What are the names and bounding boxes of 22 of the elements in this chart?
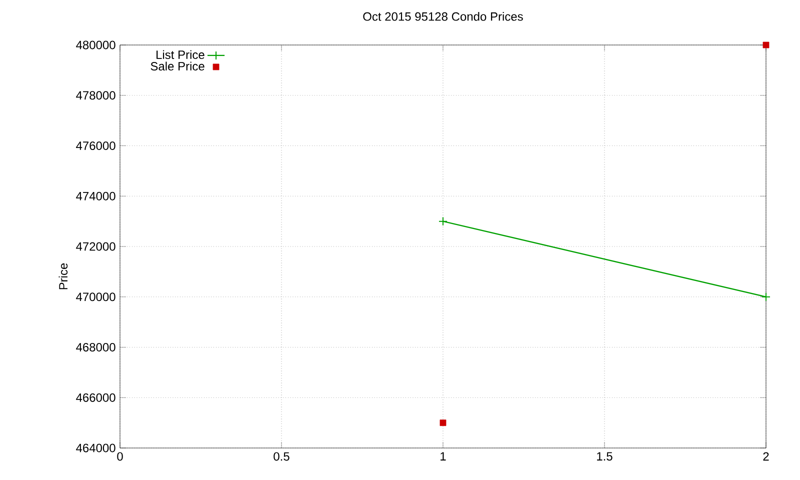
x-tick-label: 1.5 xyxy=(597,452,612,461)
legend-label: Sale Price xyxy=(150,62,204,70)
y-tick-label: 470000 xyxy=(76,292,116,302)
x-tick-label: 1 xyxy=(440,452,446,460)
chart-title: Oct 2015 95128 Condo Prices xyxy=(363,12,523,21)
legend-label: List Price xyxy=(156,50,204,60)
point xyxy=(762,42,770,48)
y-tick-label: 474000 xyxy=(76,192,116,200)
y-tick-label: 472000 xyxy=(76,242,116,251)
y-tick-label: 480000 xyxy=(76,40,116,50)
point xyxy=(438,216,448,226)
y-tick-label: 466000 xyxy=(76,393,116,402)
x-tick-label: 2 xyxy=(763,452,769,461)
x-tick-label: 0 xyxy=(117,452,123,461)
y-tick-label: 464000 xyxy=(76,444,116,452)
y-tick-label: 468000 xyxy=(76,343,116,352)
point xyxy=(762,292,771,302)
y-axis-title: Price xyxy=(58,263,68,290)
x-tick-label: 0.5 xyxy=(274,452,290,461)
y-tick-label: 478000 xyxy=(76,91,116,100)
point xyxy=(440,420,446,426)
y-tick-label: 476000 xyxy=(76,142,116,150)
